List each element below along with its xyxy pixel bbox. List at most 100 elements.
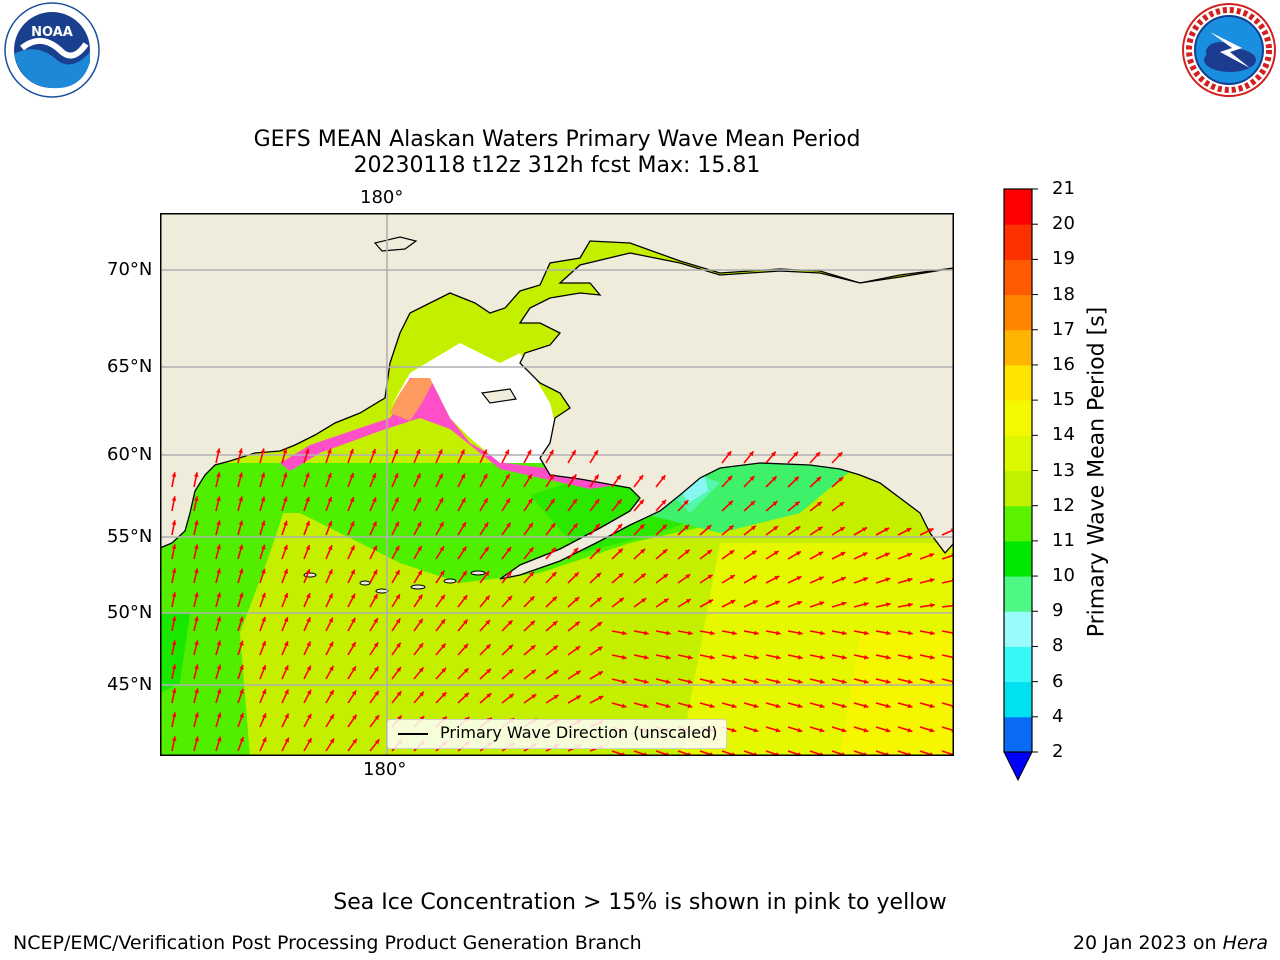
colorbar-tick-label: 10	[1052, 565, 1075, 587]
wave-arrow-head	[329, 714, 334, 720]
wave-arrow-head	[731, 679, 737, 684]
wave-arrow-head	[621, 654, 627, 660]
wave-arrow-head	[483, 498, 488, 504]
wave-arrow-head	[574, 597, 580, 602]
wave-arrow-head	[640, 548, 646, 554]
wave-arrow-head	[305, 496, 310, 502]
wave-arrow-head	[775, 703, 781, 709]
wave-arrow-head	[529, 571, 534, 577]
wave-arrow-head	[862, 552, 868, 557]
wave-arrow-head	[260, 544, 266, 550]
colorbar-under-triangle	[1003, 751, 1033, 782]
wave-arrow-head	[841, 679, 847, 684]
wave-arrow-head	[440, 619, 446, 625]
wave-arrow-head	[643, 703, 649, 709]
wave-arrow-head	[284, 665, 289, 671]
wave-arrow-head	[417, 546, 422, 552]
wave-arrow-head	[549, 474, 555, 480]
wave-arrow-head	[732, 630, 737, 636]
wave-arrow-head	[639, 499, 644, 505]
wave-arrow-head	[216, 736, 222, 742]
colorbar-tick-label: 11	[1052, 529, 1075, 551]
wave-arrow-head	[621, 679, 627, 684]
wave-arrow-head	[684, 524, 690, 530]
wave-arrow-head	[394, 545, 400, 551]
wave-arrow-head	[349, 497, 355, 503]
wave-arrow-head	[793, 451, 798, 457]
wave-arrow-head	[684, 549, 690, 555]
wave-arrow-head	[907, 679, 913, 684]
wave-arrow-head	[841, 654, 847, 660]
wave-arrow-head	[687, 679, 693, 684]
wave-arrow-head	[819, 727, 825, 733]
wave-arrow-head	[644, 630, 649, 636]
wave-arrow-head	[816, 476, 822, 482]
wave-arrow-head	[416, 521, 422, 527]
colorbar-segment	[1004, 435, 1032, 471]
wave-arrow-head	[463, 668, 469, 674]
ice-covered-sea	[390, 343, 580, 463]
wave-arrow-head	[327, 521, 333, 527]
wave-arrow-head	[506, 547, 512, 552]
wave-arrow-head	[729, 575, 735, 580]
graticule	[160, 213, 954, 756]
wave-arrow-head	[596, 572, 602, 578]
wave-arrow-head	[239, 712, 244, 718]
wave-arrow-head	[575, 646, 581, 651]
land-alaska	[499, 252, 954, 580]
wave-arrow-head	[530, 620, 535, 626]
legend-line-icon	[398, 733, 428, 735]
wave-arrow-head	[238, 472, 243, 478]
wave-arrow-head	[616, 499, 622, 505]
wave-arrow-head	[549, 449, 554, 455]
colorbar	[1000, 185, 1040, 785]
wave-arrow-head	[840, 552, 846, 557]
wave-arrow-head	[329, 690, 334, 696]
wave-arrow-head	[662, 549, 668, 554]
colorbar-tick-label: 17	[1052, 318, 1075, 340]
wave-arrow-head	[819, 654, 825, 660]
wave-arrow-head	[775, 679, 781, 684]
wave-arrow-head	[506, 571, 512, 577]
wave-arrow-head	[439, 521, 444, 527]
wave-arrow-head	[729, 550, 735, 555]
wave-arrow-head	[595, 548, 601, 554]
wave-arrow-head	[260, 472, 266, 478]
wave-arrow-head	[394, 521, 399, 527]
colorbar-segment	[1004, 646, 1032, 683]
wave-arrow-head	[283, 641, 289, 647]
wave-arrow-head	[239, 640, 244, 646]
wave-arrow-head	[460, 473, 465, 479]
wave-arrow-head	[306, 713, 312, 719]
wave-arrow-head	[551, 547, 556, 553]
wave-arrow-head	[643, 654, 649, 660]
wave-arrow-head	[775, 727, 781, 733]
wave-arrow-head	[306, 641, 311, 647]
wave-arrow-head	[885, 577, 891, 582]
wave-direction-arrows	[171, 448, 954, 756]
wave-arrow-head	[638, 475, 644, 481]
chart-title-line2: 20230118 t12z 312h fcst Max: 15.81	[353, 153, 761, 178]
wave-arrow-head	[726, 451, 732, 457]
wave-arrow-head	[552, 621, 558, 626]
lat-label-70: 70°N	[107, 259, 153, 280]
wave-arrow-head	[709, 654, 715, 660]
wave-arrow-head	[283, 617, 289, 623]
wave-arrow-head	[283, 593, 289, 598]
wave-arrow-head	[261, 616, 266, 622]
wave-arrow-head	[440, 594, 445, 600]
wave-arrow-head	[462, 619, 468, 625]
wave-arrow-head	[773, 526, 779, 531]
wave-arrow-head	[754, 630, 759, 636]
wave-arrow-head	[750, 500, 756, 506]
wave-arrow-head	[504, 449, 509, 455]
wave-arrow-head	[666, 630, 671, 636]
wave-arrow-head	[418, 643, 424, 649]
wave-arrow-head	[462, 595, 468, 601]
noaa-logo-icon: NOAA	[2, 2, 102, 98]
colorbar-segment	[1004, 364, 1032, 401]
wave-arrow-head	[571, 474, 577, 480]
lat-label-50: 50°N	[107, 602, 153, 623]
wave-arrow-head	[907, 577, 913, 583]
wave-arrow-head	[395, 594, 400, 600]
